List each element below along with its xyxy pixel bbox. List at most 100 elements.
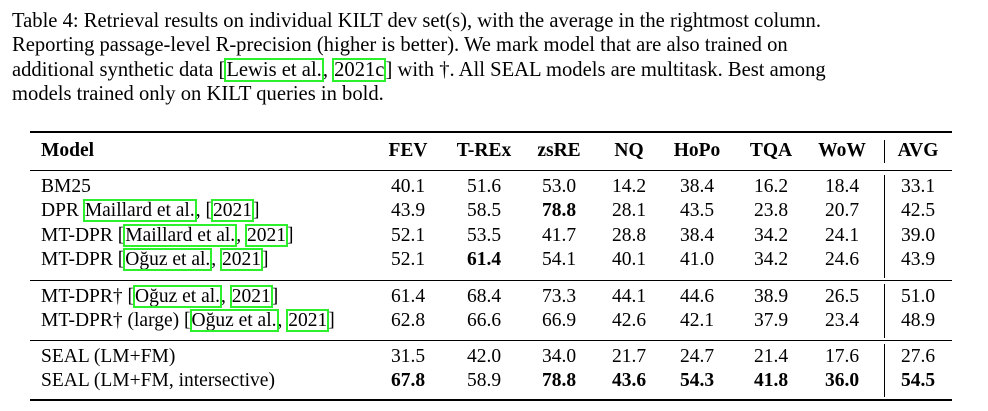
citation-link[interactable]: Oğuz et al. [123, 248, 213, 271]
column-header: zsRE [537, 140, 581, 161]
table-cell: 43.6 [611, 370, 647, 391]
table-top-rule [30, 131, 952, 133]
citation-link[interactable]: 2021 [210, 199, 254, 222]
table-cell: 24.1 [824, 225, 860, 246]
model-name-text: ] [271, 286, 279, 307]
column-header: T-REx [456, 140, 512, 161]
table-cell: 36.0 [824, 370, 860, 391]
table-cell: 28.8 [611, 225, 647, 246]
caption-text: , [322, 58, 334, 81]
table-cell: 26.5 [824, 286, 860, 307]
table-cell: 67.8 [390, 370, 426, 391]
citation-link[interactable]: 2021 [220, 248, 264, 271]
model-name-text: MT-DPR [ [41, 249, 125, 270]
caption-line-1: Table 4: Retrieval results on individual… [12, 10, 821, 32]
avg-separator [884, 344, 885, 397]
table-cell: 41.8 [753, 370, 789, 391]
table-cell: 14.2 [611, 176, 647, 197]
column-header: Model [41, 140, 95, 161]
table-cell: 28.1 [611, 200, 647, 221]
table-cell: 52.1 [390, 225, 426, 246]
citation-link[interactable]: Oğuz et al. [189, 309, 279, 332]
table-cell: 54.5 [900, 370, 936, 391]
table-cell: 40.1 [390, 176, 426, 197]
model-name-text: , [221, 286, 231, 307]
caption-line-4: models trained only on KILT queries in b… [12, 83, 384, 106]
model-name-text: SEAL (LM+FM) [41, 346, 176, 367]
table-cell: 43.5 [679, 200, 715, 221]
model-name-text: BM25 [41, 176, 91, 197]
table-cell: 61.4 [466, 249, 502, 270]
citation-link[interactable]: Maillard et al. [123, 224, 238, 247]
model-name-text: ] [252, 200, 260, 221]
model-name: MT-DPR [Maillard et al., 2021] [41, 224, 293, 248]
table-cell: 78.8 [541, 370, 577, 391]
avg-separator [884, 140, 885, 163]
model-name-text: , [ [195, 200, 212, 221]
citation-link[interactable]: Maillard et al. [82, 199, 197, 222]
column-header: TQA [749, 140, 793, 161]
group-rule-1 [30, 280, 952, 281]
header-rule [30, 170, 952, 171]
model-name-text: MT-DPR† (large) [ [41, 310, 191, 331]
model-name: DPR Maillard et al., [2021] [41, 199, 259, 223]
table-cell: 23.4 [824, 310, 860, 331]
table-cell: 41.0 [679, 249, 715, 270]
table-cell: 24.6 [824, 249, 860, 270]
citation-link-year[interactable]: 2021c [332, 57, 387, 82]
table-cell: 23.8 [753, 200, 789, 221]
table-cell: 62.8 [390, 310, 426, 331]
avg-separator [884, 284, 885, 338]
column-header: WoW [818, 140, 866, 161]
table-cell: 42.0 [466, 346, 502, 367]
table-cell: 38.4 [679, 225, 715, 246]
caption-text: ] with †. All SEAL models are multitask.… [385, 58, 826, 81]
table-cell: 44.1 [611, 286, 647, 307]
group-rule-2 [30, 340, 952, 341]
model-name-text: SEAL (LM+FM, intersective) [41, 370, 275, 391]
table-cell: 33.1 [900, 176, 936, 197]
column-header: HoPo [673, 140, 721, 161]
model-name-text: MT-DPR† [ [41, 286, 135, 307]
table-caption: Table 4: Retrieval results on individual… [12, 9, 976, 107]
table-cell: 54.1 [541, 249, 577, 270]
model-name: MT-DPR† (large) [Oğuz et al., 2021] [41, 309, 335, 333]
table-cell: 34.0 [541, 346, 577, 367]
table-cell: 27.6 [900, 346, 936, 367]
citation-link[interactable]: Oğuz et al. [133, 285, 223, 308]
caption-text: additional synthetic data [ [12, 58, 226, 81]
model-name-text: , [277, 310, 288, 331]
table-cell: 52.1 [390, 249, 426, 270]
table-cell: 61.4 [390, 286, 426, 307]
table-cell: 53.5 [466, 225, 502, 246]
table-cell: 41.7 [541, 225, 577, 246]
model-name-text: ] [262, 249, 269, 270]
table-cell: 42.5 [900, 200, 936, 221]
table-cell: 44.6 [679, 286, 715, 307]
model-name: SEAL (LM+FM) [41, 345, 175, 369]
table-cell: 68.4 [466, 286, 502, 307]
avg-separator [884, 175, 885, 278]
citation-link[interactable]: 2021 [286, 309, 330, 332]
caption-line-3: additional synthetic data [Lewis et al.,… [12, 57, 976, 82]
table-cell: 43.9 [390, 200, 426, 221]
column-header: FEV [388, 140, 428, 161]
table-cell: 34.2 [753, 249, 789, 270]
table-cell: 66.9 [541, 310, 577, 331]
table-cell: 18.4 [824, 176, 860, 197]
citation-link[interactable]: 2021 [244, 224, 288, 247]
citation-link[interactable]: 2021 [229, 285, 273, 308]
table-cell: 58.9 [466, 370, 502, 391]
table-cell: 21.4 [753, 346, 789, 367]
table-cell: 37.9 [753, 310, 789, 331]
model-name-text: ] [328, 310, 335, 331]
table-cell: 51.0 [900, 286, 936, 307]
model-name-text: ] [286, 225, 294, 246]
table-cell: 66.6 [466, 310, 502, 331]
table-cell: 40.1 [611, 249, 647, 270]
table-cell: 42.1 [679, 310, 715, 331]
citation-link-lewis[interactable]: Lewis et al. [224, 57, 324, 82]
table-cell: 39.0 [900, 225, 936, 246]
caption-line-2: Reporting passage-level R-precision (hig… [12, 34, 788, 57]
model-name-text: , [236, 225, 246, 246]
